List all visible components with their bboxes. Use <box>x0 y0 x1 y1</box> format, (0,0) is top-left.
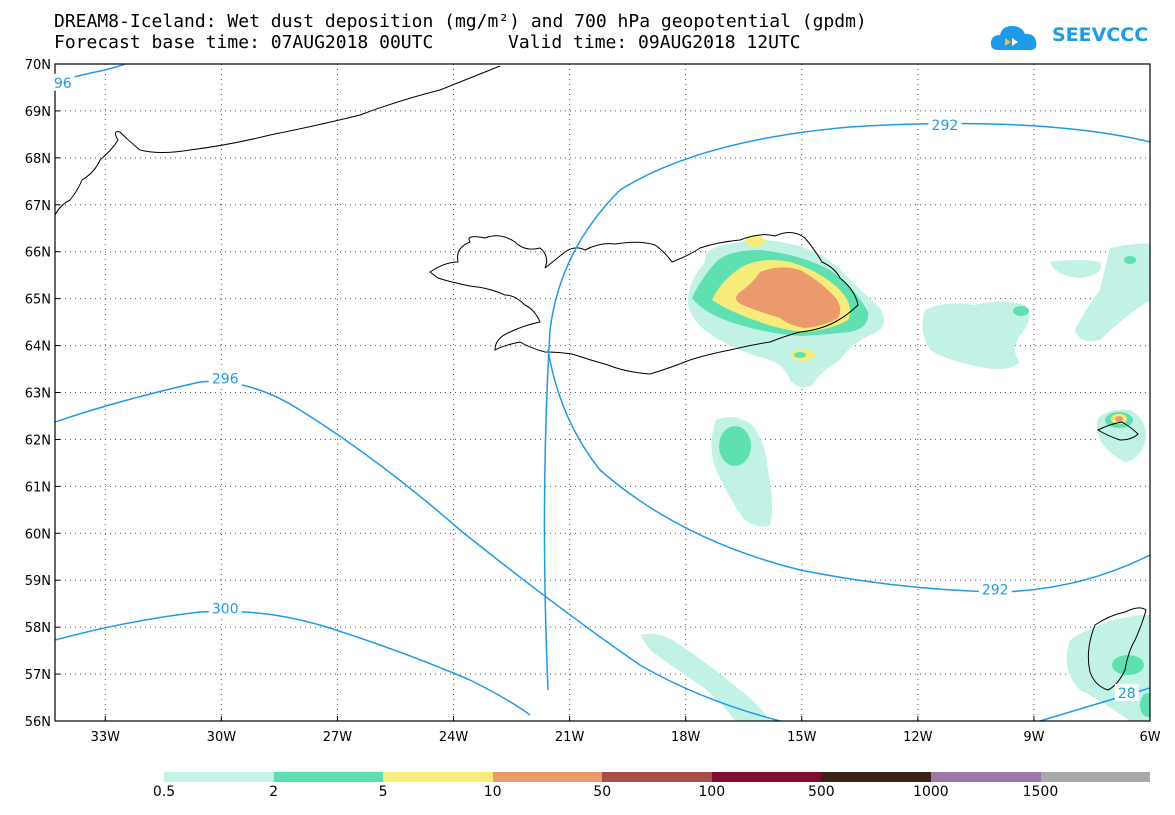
lon-label: 30W <box>207 730 237 745</box>
legend-swatch <box>711 772 822 782</box>
contour-292-south <box>547 349 1150 593</box>
lat-label: 67N <box>25 199 51 214</box>
contour-label-bg <box>50 73 75 91</box>
coastline-iceland <box>429 232 859 375</box>
contour-label: 292 <box>982 583 1009 599</box>
contour-label: 96 <box>54 76 72 92</box>
legend-label: 500 <box>807 784 835 800</box>
contour-label: 292 <box>932 118 959 134</box>
contour-label: 296 <box>212 371 239 387</box>
lat-label: 60N <box>25 527 51 542</box>
lat-label: 56N <box>25 715 51 730</box>
lon-label: 9W <box>1023 730 1044 745</box>
lon-label: 15W <box>787 730 817 745</box>
legend-label: 5 <box>378 784 388 800</box>
lon-label: 21W <box>555 730 585 745</box>
contour-label-bg <box>978 580 1012 598</box>
valid-time: Valid time: 09AUG2018 12UTC <box>508 32 801 53</box>
lon-label: 18W <box>671 730 701 745</box>
lat-label: 64N <box>25 340 51 355</box>
lat-label: 63N <box>25 387 51 402</box>
legend-label: 2 <box>269 784 279 800</box>
longitude-labels: 33W 30W 27W 24W 21W 18W 15W 12W 9W 6W <box>91 716 1161 745</box>
contour-label: 28 <box>1118 686 1136 702</box>
lon-label: 12W <box>903 730 933 745</box>
dust-region-southwest-strip <box>640 633 770 721</box>
contour-label: 300 <box>212 601 239 617</box>
lat-label: 59N <box>25 574 51 589</box>
legend-swatch <box>602 772 712 782</box>
map-title: DREAM8-Iceland: Wet dust deposition (mg/… <box>54 11 867 32</box>
legend-swatch <box>492 772 603 782</box>
contour-label-bg <box>208 369 242 387</box>
contour-labels: 292 292 296 300 96 28 <box>50 73 1139 702</box>
lat-label: 65N <box>25 293 51 308</box>
legend-label: 10 <box>483 784 502 800</box>
legend-label: 50 <box>593 784 612 800</box>
lat-label: 61N <box>25 480 51 495</box>
coastline-scotland <box>1087 607 1147 691</box>
legend-swatch <box>164 772 274 782</box>
coastline-greenland <box>55 65 501 216</box>
coastline <box>55 65 1147 691</box>
coastline-faroe <box>1096 421 1139 441</box>
legend-swatch <box>930 772 1041 782</box>
contour-296 <box>55 380 781 721</box>
legend-label: 0.5 <box>152 784 176 800</box>
lat-label: 62N <box>25 433 51 448</box>
legend-swatch <box>273 772 384 782</box>
lat-label: 57N <box>25 668 51 683</box>
lon-label: 33W <box>91 730 121 745</box>
dust-region-south-core <box>719 426 751 466</box>
lat-label: 69N <box>25 105 51 120</box>
contour-300 <box>55 610 531 716</box>
legend-swatch <box>1040 772 1151 782</box>
legend-colorbar <box>164 772 1151 782</box>
dust-region-ne-iceland-10 <box>736 267 841 328</box>
legend-swatch <box>383 772 493 782</box>
contour-label-bg <box>1114 683 1139 701</box>
contour-label-bg <box>208 599 242 617</box>
legend-label: 1500 <box>1022 784 1059 800</box>
lon-label: 24W <box>439 730 469 745</box>
lon-label: 6W <box>1139 730 1160 745</box>
legend-label: 100 <box>698 784 726 800</box>
contour-292 <box>543 122 1150 691</box>
lon-label: 27W <box>323 730 353 745</box>
lat-label: 66N <box>25 246 51 261</box>
forecast-base-time: Forecast base time: 07AUG2018 00UTC <box>54 32 434 53</box>
seevccc-logo: SEEVCCC <box>1052 24 1149 46</box>
lat-label: 70N <box>25 58 51 73</box>
legend-label: 1000 <box>913 784 949 800</box>
lat-label: 58N <box>25 621 51 636</box>
lat-label: 68N <box>25 152 51 167</box>
legend-swatch <box>821 772 931 782</box>
dust-region-east <box>922 301 1029 370</box>
contour-label-bg <box>928 116 962 134</box>
cloud-icon <box>990 26 1037 50</box>
latitude-labels: 70N 69N 68N 67N 66N 65N 64N 63N 62N 61N 60N 59N 58N 5… <box>25 58 60 730</box>
